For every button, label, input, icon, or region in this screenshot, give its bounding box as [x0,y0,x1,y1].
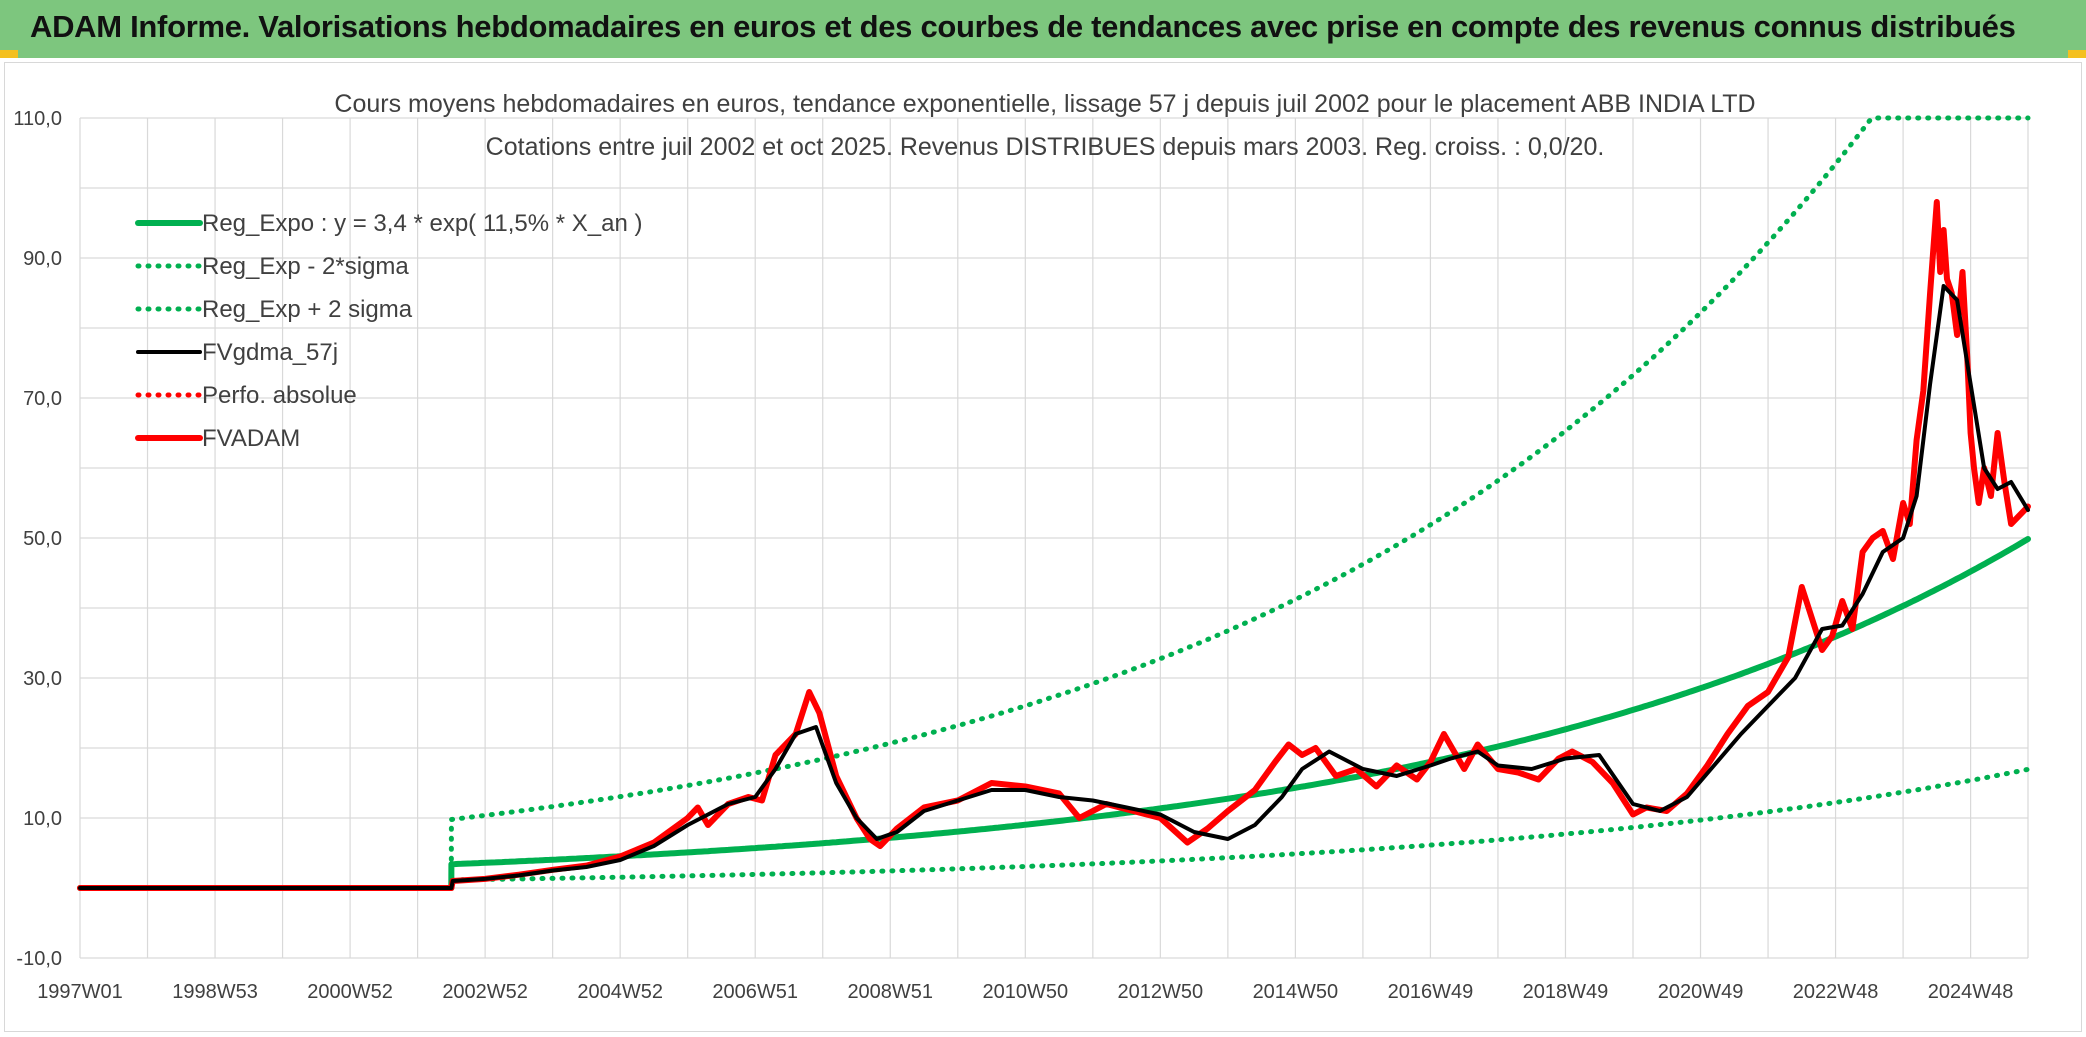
legend-label: Perfo. absolue [202,382,357,409]
x-tick-label: 2000W52 [307,981,393,1003]
x-tick-label: 2022W48 [1793,981,1879,1003]
x-tick-label: 2010W50 [982,981,1068,1003]
x-tick-label: 2008W51 [847,981,933,1003]
x-tick-label: 1997W01 [37,981,123,1003]
y-tick-label: -10,0 [16,948,62,970]
legend-label: Reg_Exp + 2 sigma [202,296,413,323]
series-reg-expo [77,536,2031,891]
x-tick-label: 1998W53 [172,981,258,1003]
x-axis-tick-labels: 1997W01 1998W53 2000W52 2002W52 2004W52 2006W… [37,981,2013,1003]
y-tick-label: 70,0 [23,388,62,410]
legend-label: Reg_Expo : y = 3,4 * exp( 11,5% * X_an ) [202,210,642,237]
series-reg-minus-2sigma [77,766,2031,891]
x-tick-label: 2020W49 [1658,981,1744,1003]
x-tick-label: 2006W51 [712,981,798,1003]
legend-label: FVADAM [202,425,300,452]
series-fvgdma-57j [78,284,2030,890]
corner-marker-left [0,50,18,58]
x-tick-label: 2016W49 [1388,981,1474,1003]
y-tick-label: 90,0 [23,248,62,270]
corner-marker-right [2068,50,2086,58]
grid-lines [79,117,2029,959]
legend-label: Reg_Exp - 2*sigma [202,253,409,280]
x-tick-label: 2018W49 [1523,981,1609,1003]
legend-label: FVgdma_57j [202,339,338,366]
series-reg-plus-2sigma [77,115,2031,891]
report-banner: ADAM Informe. Valorisations hebdomadaire… [0,0,2086,58]
chart-subtitle: Cotations entre juil 2002 et oct 2025. R… [486,133,1605,161]
x-tick-label: 2014W50 [1253,981,1339,1003]
x-tick-label: 2004W52 [577,981,663,1003]
legend: Reg_Expo : y = 3,4 * exp( 11,5% * X_an )… [135,210,642,452]
x-tick-label: 2024W48 [1928,981,2014,1003]
y-tick-label: 110,0 [13,108,62,130]
x-tick-label: 2012W50 [1118,981,1204,1003]
y-tick-label: 30,0 [23,668,62,690]
chart-frame [4,62,2082,1032]
report-title: ADAM Informe. Valorisations hebdomadaire… [30,9,2016,44]
y-axis-tick-labels: -10,0 10,0 30,0 50,0 70,0 90,0 110,0 [13,108,62,970]
x-tick-label: 2002W52 [442,981,528,1003]
y-tick-label: 50,0 [23,528,62,550]
chart-title: Cours moyens hebdomadaires en euros, ten… [334,90,1755,118]
y-tick-label: 10,0 [23,808,62,830]
series-fvadam [77,199,2031,891]
series-lines [77,115,2031,891]
